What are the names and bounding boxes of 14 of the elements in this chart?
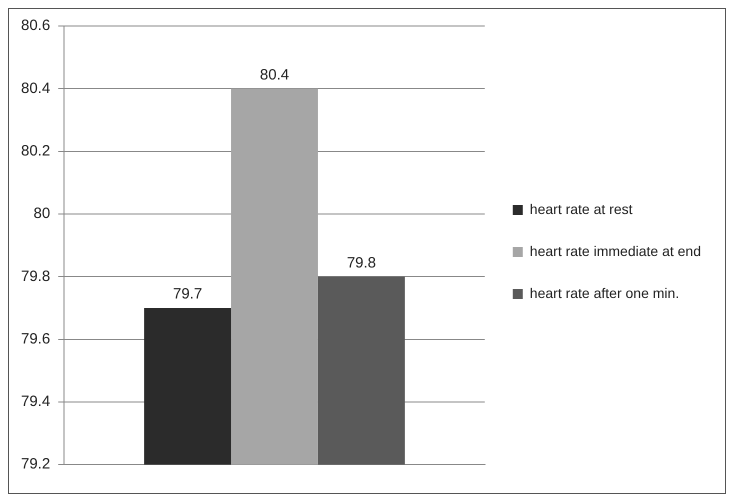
y-tick-label: 79.6: [20, 330, 50, 348]
data-label: 79.7: [172, 286, 202, 303]
y-tick-label: 80: [34, 205, 50, 222]
legend-label: heart rate at rest: [530, 200, 633, 217]
legend-label: heart rate after one min.: [530, 284, 680, 301]
data-label: 80.4: [260, 66, 290, 84]
data-label: 79.8: [346, 254, 376, 272]
y-tick-label: 80.4: [20, 80, 50, 97]
y-tick-label: 79.2: [20, 456, 50, 473]
legend-label: heart rate immediate at end: [530, 242, 702, 259]
y-tick-label: 80.6: [20, 17, 50, 34]
y-tick-label: 79.8: [20, 268, 50, 285]
y-tick-label: 80.2: [20, 142, 50, 160]
y-tick-label: 79.4: [20, 393, 50, 410]
